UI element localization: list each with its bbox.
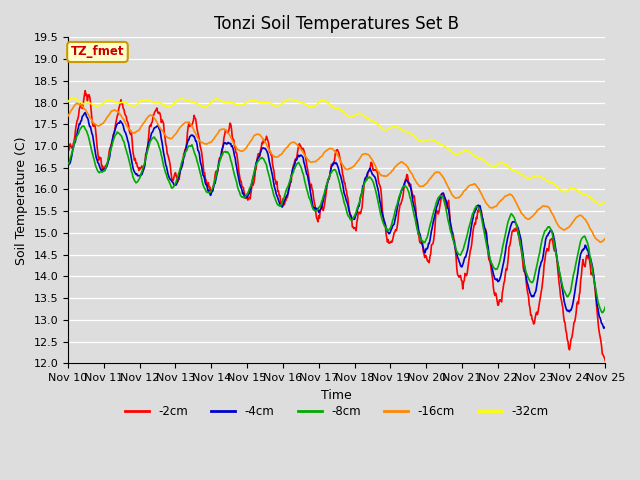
Legend: -2cm, -4cm, -8cm, -16cm, -32cm: -2cm, -4cm, -8cm, -16cm, -32cm xyxy=(120,400,553,423)
Text: TZ_fmet: TZ_fmet xyxy=(70,46,124,59)
X-axis label: Time: Time xyxy=(321,389,352,402)
Title: Tonzi Soil Temperatures Set B: Tonzi Soil Temperatures Set B xyxy=(214,15,459,33)
Y-axis label: Soil Temperature (C): Soil Temperature (C) xyxy=(15,136,28,264)
